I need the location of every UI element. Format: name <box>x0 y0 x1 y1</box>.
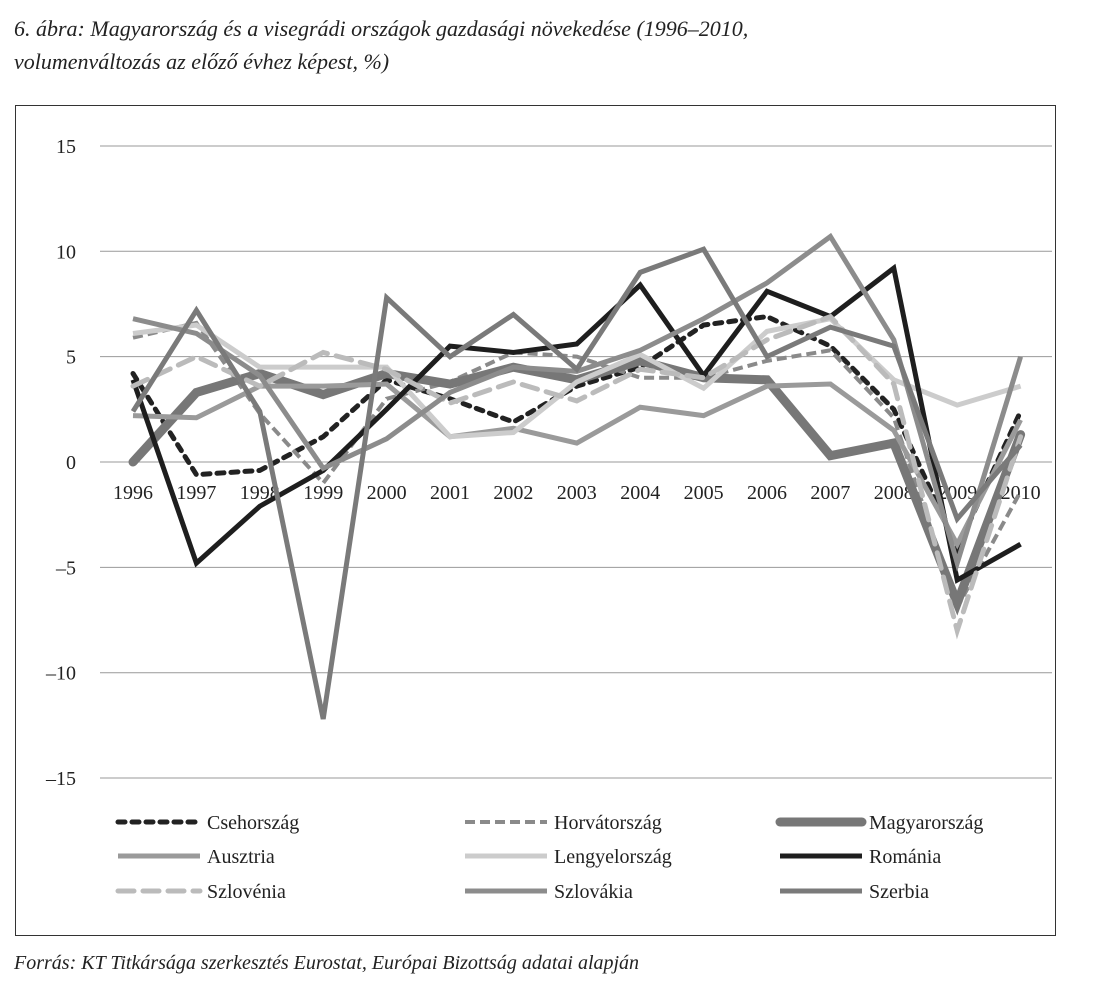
y-tick-label: –5 <box>55 557 76 579</box>
x-tick-label: 2000 <box>367 482 407 504</box>
source-note: Forrás: KT Titkársága szerkesztés Eurost… <box>14 952 640 974</box>
legend-label: Csehország <box>207 812 299 834</box>
x-tick-label: 1999 <box>303 482 343 504</box>
legend-label: Lengyelország <box>554 846 672 868</box>
title-line-2: volumenváltozás az előző évhez képest, %… <box>14 49 390 74</box>
legend-label: Románia <box>869 846 941 868</box>
x-tick-label: 2002 <box>493 482 533 504</box>
y-tick-label: 10 <box>56 241 76 263</box>
series-line-ausztria <box>132 381 1023 550</box>
chart-title: 6. ábra: Magyarország és a visegrádi ors… <box>14 12 1074 78</box>
series-line-csehország <box>130 314 1024 555</box>
x-tick-label: 2008 <box>874 482 914 504</box>
x-tick-label: 2007 <box>810 482 850 504</box>
series-line-szerbia <box>130 246 1023 720</box>
legend-label: Horvátország <box>554 812 662 834</box>
x-tick-label: 1996 <box>113 482 153 504</box>
series-line-szlovénia <box>130 313 1024 640</box>
legend-label: Magyarország <box>869 812 983 834</box>
x-tick-label: 2006 <box>747 482 787 504</box>
x-tick-label: 2004 <box>620 482 660 504</box>
y-tick-label: 0 <box>66 452 76 474</box>
y-tick-label: 5 <box>66 347 76 369</box>
y-tick-label: –15 <box>45 768 76 790</box>
legend-label: Szlovákia <box>554 881 633 903</box>
title-line-1: 6. ábra: Magyarország és a visegrádi ors… <box>14 16 749 41</box>
x-tick-label: 2001 <box>430 482 470 504</box>
series-line-lengyelország <box>132 316 1022 440</box>
chart-frame <box>15 105 1056 936</box>
series-line-horvátország <box>132 320 1023 613</box>
legend-label: Ausztria <box>207 846 275 868</box>
x-tick-label: 2003 <box>557 482 597 504</box>
x-tick-label: 2010 <box>1001 482 1041 504</box>
x-tick-label: 1997 <box>176 482 216 504</box>
legend-label: Szerbia <box>869 881 929 903</box>
y-tick-label: 15 <box>56 136 76 158</box>
x-tick-label: 2005 <box>684 482 724 504</box>
legend-label: Szlovénia <box>207 881 286 903</box>
series-line-románia <box>130 263 1022 584</box>
y-tick-label: –10 <box>45 663 76 685</box>
